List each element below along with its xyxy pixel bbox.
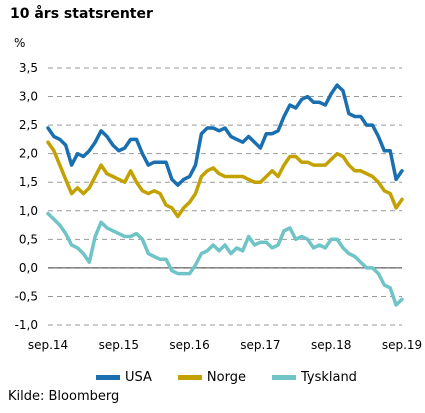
x-tick-label: sep.16 <box>169 338 209 352</box>
y-tick-label: 3,5 <box>19 61 38 75</box>
gridlines <box>48 67 402 326</box>
x-tick-label: sep.15 <box>99 338 139 352</box>
y-tick-label: 1,0 <box>19 204 38 218</box>
legend-swatch <box>96 375 120 380</box>
legend-item: USA <box>96 370 152 385</box>
x-tick-label: sep.19 <box>382 338 422 352</box>
legend-swatch <box>177 375 202 380</box>
x-tick-label: sep.14 <box>28 338 68 352</box>
y-axis-unit-label: % <box>14 36 26 50</box>
y-tick-label: 1,5 <box>19 175 38 189</box>
source-note: Kilde: Bloomberg <box>8 389 120 404</box>
legend-label: USA <box>125 370 152 385</box>
series-line-usa <box>46 83 404 187</box>
legend-label: Tyskland <box>300 370 357 385</box>
series-line-tyskland <box>46 211 404 307</box>
y-tick-label: -0,5 <box>15 289 38 303</box>
legend-swatch <box>271 375 296 380</box>
legend-item: Norge <box>177 370 246 385</box>
y-tick-label: -1,0 <box>15 318 38 332</box>
legend-item: Tyskland <box>271 370 357 385</box>
x-tick-label: sep.18 <box>311 338 351 352</box>
x-tick-label: sep.17 <box>240 338 280 352</box>
y-tick-label: 2,0 <box>19 147 38 161</box>
y-tick-label: 0,0 <box>19 261 38 275</box>
y-tick-label: 2,5 <box>19 118 38 132</box>
y-axis-ticks: 3,5 3,0 2,5 2,0 1,5 1,0 0,5 0,0 -0,5 -1,0 <box>15 61 38 332</box>
x-axis-ticks: sep.14 sep.15 sep.16 sep.17 sep.18 sep.19 <box>28 338 422 352</box>
legend: USA Norge Tyskland <box>96 370 383 385</box>
y-tick-label: 3,0 <box>19 90 38 104</box>
series-lines <box>46 83 404 307</box>
series-line-norge <box>46 140 404 219</box>
legend-label: Norge <box>206 370 246 385</box>
y-tick-label: 0,5 <box>19 232 38 246</box>
chart-title: 10 års statsrenter <box>10 6 153 22</box>
